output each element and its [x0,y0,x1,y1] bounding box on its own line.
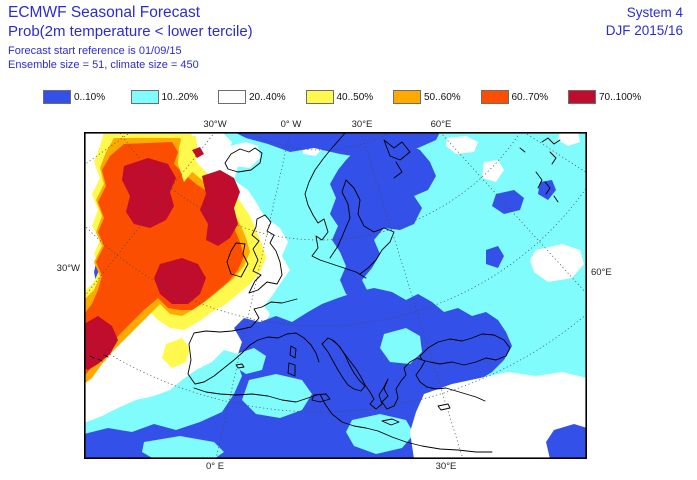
map-label-right-60e: 60°E [591,267,612,278]
forecast-probability-map [0,0,697,460]
legend-swatch [130,90,159,104]
page-title: ECMWF Seasonal Forecast [8,4,201,21]
legend-label: 0..10% [74,91,106,103]
legend-swatch [305,90,334,104]
legend-swatch [480,90,509,104]
legend-swatch [43,90,71,104]
map-label-top-60e: 60°E [430,119,452,130]
map-label-bottom-30e: 30°E [435,461,457,472]
legend-swatch [568,90,596,104]
system-label: System 4 [626,5,683,20]
legend-label: 20..40% [249,91,286,103]
legend-label: 60..70% [511,91,549,103]
forecast-start-reference: Forecast start reference is 01/09/15 [8,45,182,57]
map-label-top-30w: 30°W [203,119,227,130]
season-label: DJF 2015/16 [605,23,683,38]
legend-swatch [218,90,246,104]
legend-item: 70..100% [568,90,641,104]
legend-swatch [393,90,421,104]
coastlines [89,131,561,453]
legend-label: 50..60% [424,91,461,103]
map-label-top-30e: 30°E [351,119,373,130]
legend-item: 50..60% [393,90,461,104]
map-label-top-0w: 0° W [280,119,302,130]
graticule-lines [0,0,697,460]
ensemble-size-note: Ensemble size = 51, climate size = 450 [8,59,199,71]
legend-label: 10..20% [161,91,199,103]
legend-item: 20..40% [218,90,286,104]
map-label-bottom-0e: 0° E [205,461,225,472]
map-label-left-30w: 30°W [56,263,80,274]
page-subtitle: Prob(2m temperature < lower tercile) [8,23,253,40]
legend-item: 40..50% [305,90,374,104]
legend-item: 60..70% [480,90,549,104]
legend-label: 70..100% [599,91,642,103]
legend-item: 0..10% [43,90,105,104]
legend-item: 10..20% [130,90,199,104]
legend: 0..10% 10..20% 20..40% 40..50% 50..60% 60..70… [43,90,683,108]
legend-label: 40..50% [336,91,374,103]
map-border [84,132,587,459]
map-canvas [0,0,697,460]
